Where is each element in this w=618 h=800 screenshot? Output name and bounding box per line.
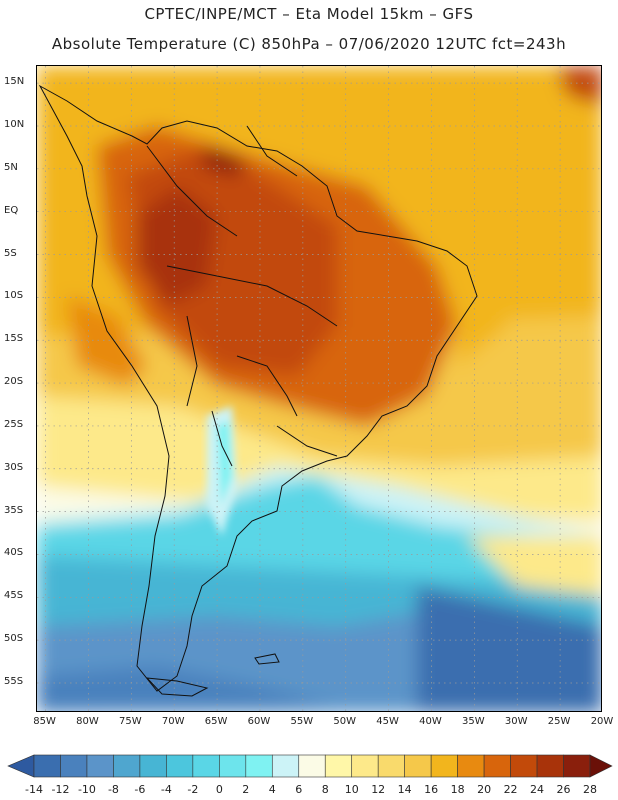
latitude-label: 5N bbox=[4, 161, 18, 173]
latitude-label: 30S bbox=[4, 461, 24, 473]
colorbar-swatch bbox=[192, 754, 220, 778]
colorbar-tick-label: 24 bbox=[530, 783, 545, 796]
longitude-label: 30W bbox=[504, 716, 528, 727]
colorbar-swatch bbox=[324, 754, 353, 778]
latitude-label: 20S bbox=[4, 376, 24, 388]
latitude-label: 5S bbox=[4, 247, 17, 259]
latitude-label: 15N bbox=[4, 76, 25, 88]
colorbar-tick-label: 8 bbox=[321, 783, 329, 796]
map-subtitle: Absolute Temperature (C) 850hPa – 07/06/… bbox=[51, 35, 567, 53]
temperature-map[interactable] bbox=[36, 65, 602, 712]
longitude-label: 65W bbox=[204, 716, 228, 727]
colorbar-swatch bbox=[86, 754, 114, 778]
longitude-label: 20W bbox=[590, 716, 614, 727]
longitude-label: 35W bbox=[462, 716, 485, 727]
latitude-label: 40S bbox=[4, 547, 24, 559]
longitude-label: 70W bbox=[161, 716, 185, 727]
colorbar-swatch bbox=[430, 754, 458, 778]
colorbar-swatch bbox=[139, 754, 167, 778]
colorbar-swatch bbox=[219, 754, 247, 778]
temperature-field bbox=[37, 66, 601, 711]
colorbar-tick-label: 14 bbox=[397, 783, 412, 796]
colorbar-tick-label: -14 bbox=[25, 783, 43, 796]
latitude-label: 55S bbox=[4, 676, 24, 687]
colorbar-tick-label: 10 bbox=[344, 783, 359, 796]
colorbar-tick-label: 6 bbox=[295, 783, 303, 796]
longitude-label: 55W bbox=[290, 716, 314, 727]
colorbar-swatch bbox=[377, 754, 405, 778]
colorbar-tick-label: 4 bbox=[268, 783, 276, 796]
colorbar-tick-label: 0 bbox=[215, 783, 223, 796]
longitude-label: 85W bbox=[33, 716, 56, 727]
colorbar-swatch bbox=[298, 754, 326, 778]
latitude-label: 10N bbox=[4, 118, 25, 130]
colorbar bbox=[7, 754, 613, 778]
longitude-label: 75W bbox=[119, 716, 142, 727]
colorbar-swatch bbox=[351, 754, 379, 778]
colorbar-swatch bbox=[510, 754, 538, 778]
colorbar-tick-label: -6 bbox=[134, 783, 146, 796]
colorbar-tick-label: 16 bbox=[424, 783, 439, 796]
colorbar-min-arrow bbox=[7, 754, 35, 778]
colorbar-tick-label: 28 bbox=[583, 783, 597, 796]
colorbar-swatch bbox=[271, 754, 300, 778]
colorbar-swatch bbox=[113, 754, 141, 778]
colorbar-tick-label: -2 bbox=[187, 783, 199, 796]
colorbar-swatch bbox=[483, 754, 511, 778]
latitude-label: EQ bbox=[4, 204, 19, 216]
latitude-label: 35S bbox=[4, 504, 24, 516]
colorbar-tick-label: 26 bbox=[556, 783, 571, 796]
longitude-label: 50W bbox=[333, 716, 357, 727]
colorbar-tick-label: 2 bbox=[242, 783, 250, 796]
latitude-label: 45S bbox=[4, 590, 24, 602]
longitude-label: 25W bbox=[547, 716, 571, 727]
colorbar-swatch bbox=[245, 754, 273, 778]
longitude-label: 80W bbox=[76, 716, 99, 727]
colorbar-swatch bbox=[536, 754, 564, 778]
colorbar-tick-label: 22 bbox=[503, 783, 518, 796]
longitude-label: 60W bbox=[247, 716, 271, 727]
colorbar-swatch bbox=[166, 754, 194, 778]
map-title: CPTEC/INPE/MCT – Eta Model 15km – GFS bbox=[144, 5, 474, 23]
colorbar-swatch bbox=[563, 754, 591, 778]
latitude-label: 50S bbox=[4, 633, 24, 645]
latitude-label: 25S bbox=[4, 418, 24, 430]
colorbar-max-arrow bbox=[589, 754, 613, 778]
longitude-label: 40W bbox=[419, 716, 442, 727]
longitude-label: 45W bbox=[376, 716, 399, 727]
colorbar-tick-label: 20 bbox=[477, 783, 492, 796]
latitude-label: 15S bbox=[4, 333, 24, 345]
colorbar-swatch bbox=[457, 754, 485, 778]
colorbar-tick-label: -10 bbox=[77, 783, 96, 796]
colorbar-tick-label: -12 bbox=[51, 783, 70, 796]
colorbar-tick-label: 18 bbox=[450, 783, 465, 796]
colorbar-swatch bbox=[60, 754, 88, 778]
colorbar-swatch bbox=[33, 754, 61, 778]
colorbar-tick-label: 12 bbox=[371, 783, 386, 796]
colorbar-swatch bbox=[404, 754, 432, 778]
graticule bbox=[37, 66, 601, 711]
colorbar-tick-label: -4 bbox=[160, 783, 172, 796]
coastline bbox=[38, 84, 478, 697]
colorbar-tick-label: -8 bbox=[107, 783, 119, 796]
latitude-label: 10S bbox=[4, 290, 24, 302]
